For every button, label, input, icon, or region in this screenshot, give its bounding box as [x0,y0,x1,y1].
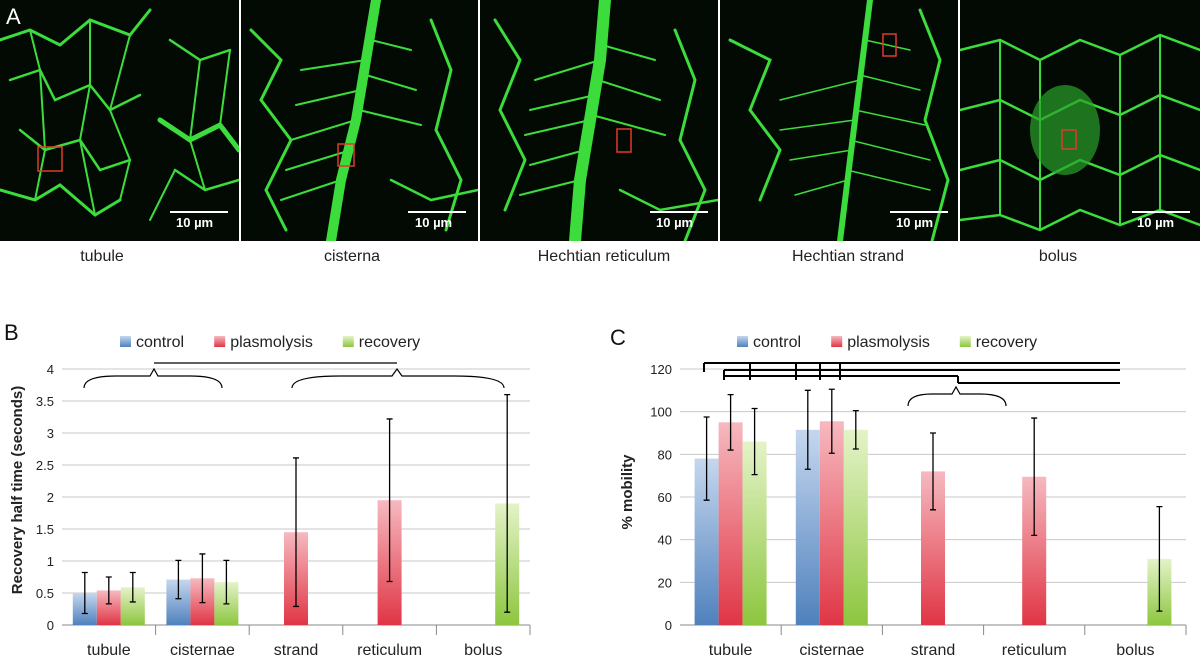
micrograph-tubule-image [0,0,239,241]
bar-plasmolysis [819,421,844,625]
error-bar [828,388,835,454]
error-bar [1031,417,1038,537]
panel-c-letter: C [610,325,626,350]
legend-swatch-plasmolysis [214,336,226,347]
chart-b-ylabel: Recovery half time (seconds) [9,386,26,594]
significance-bracket-right [291,367,505,389]
error-bar [504,393,511,613]
caption-hechtian-reticulum: Hechtian reticulum [537,248,671,265]
scale-bar-label: 10 µm [896,215,934,230]
panel-b-letter: B [4,320,19,345]
x-tick-label: strand [274,642,318,657]
y-tick-label: 3.5 [36,394,54,409]
scale-bar-label: 10 µm [1137,215,1175,230]
significance-bracket-1 [703,362,1120,372]
y-tick-label: 3 [47,426,54,441]
x-tick-label: cisternae [799,642,864,657]
y-tick-label: 1.5 [36,522,54,537]
error-bar [199,553,206,604]
micrograph-cisterna: 10 µm [241,0,478,241]
y-tick-label: 120 [650,362,672,377]
error-bar [175,559,182,600]
micrograph-tubule: A 10 µm [0,0,239,241]
x-tick-label: tubule [87,642,131,657]
legend-label-control: control [753,334,801,351]
chart-c-svg: 0 20 40 60 80 100 120 tubule cisternae strand reti… [619,334,1187,657]
caption-hechtian-strand: Hechtian strand [791,248,905,265]
legend-label-plasmolysis: plasmolysis [230,334,313,351]
scale-bar-label: 10 µm [176,215,214,230]
error-bar [129,571,136,603]
micrograph-row: A 10 µm 10 µm [0,0,1200,241]
x-tick-label: strand [911,642,955,657]
chart-b: 0 0.5 1 1.5 2 2.5 3 3.5 4 tubule cisternae strand re… [0,320,600,657]
error-bar [1156,505,1163,612]
micrograph-hechtian-strand-image [720,0,958,241]
bar-plasmolysis [718,422,743,625]
error-bar [703,416,710,501]
caption-cisterna: cisterna [323,248,381,265]
y-tick-label: 2.5 [36,458,54,473]
error-bar [727,393,734,451]
error-bar [852,409,859,450]
micrograph-bolus-image [960,0,1200,241]
y-tick-label: 20 [658,575,672,590]
legend-swatch-control [120,336,131,347]
legend-swatch-plasmolysis [831,336,843,347]
micrograph-bolus: 10 µm [960,0,1200,241]
caption-tubule: tubule [80,248,124,265]
legend-label-plasmolysis: plasmolysis [847,334,930,351]
legend-swatch-recovery [959,336,971,347]
bar-recovery [843,429,868,625]
y-tick-label: 1 [47,554,54,569]
y-tick-label: 2 [47,490,54,505]
micrograph-hechtian-reticulum-image [480,0,718,241]
bar-plasmolysis [1022,476,1047,625]
significance-bracket-left [83,367,223,389]
error-bar [293,457,299,608]
y-tick-label: 40 [658,533,672,548]
error-bar [81,571,88,615]
x-tick-label: reticulum [357,642,422,657]
y-tick-label: 0 [47,618,54,633]
error-bar [386,418,393,583]
y-tick-label: 0 [665,618,672,633]
micrograph-cisterna-image [241,0,478,241]
legend-label-recovery: recovery [976,334,1037,351]
x-tick-label: tubule [709,642,753,657]
error-bar [223,559,230,605]
panel-a-letter: A [6,4,21,29]
x-tick-label: bolus [1116,642,1154,657]
y-tick-label: 4 [47,362,54,377]
error-bar [105,576,112,605]
legend-label-control: control [136,334,184,351]
micrograph-hechtian-strand: 10 µm [720,0,958,241]
legend-swatch-recovery [342,336,354,347]
y-tick-label: 80 [658,447,672,462]
significance-bracket-2 [723,363,1120,380]
legend-label-recovery: recovery [359,334,420,351]
chart-b-svg: 0 0.5 1 1.5 2 2.5 3 3.5 4 tubule cisternae strand re… [9,334,531,657]
caption-bolus: bolus [1038,248,1078,265]
error-bar [804,389,811,470]
significance-bracket-5 [907,385,1007,407]
y-tick-label: 100 [650,405,672,420]
x-tick-label: reticulum [1002,642,1067,657]
scale-bar-label: 10 µm [656,215,694,230]
scale-bar-label: 10 µm [415,215,453,230]
chart-c-ylabel: % mobility [619,454,636,530]
y-tick-label: 0.5 [36,586,54,601]
legend-swatch-control [737,336,748,347]
significance-bracket-3 [724,375,959,383]
error-bar [751,407,758,476]
x-tick-label: bolus [464,642,502,657]
chart-c: 0 20 40 60 80 100 120 tubule cisternae strand reti… [600,320,1200,657]
error-bar [930,432,936,511]
x-tick-label: cisternae [170,642,235,657]
micrograph-hechtian-reticulum: 10 µm [480,0,718,241]
y-tick-label: 60 [658,490,672,505]
